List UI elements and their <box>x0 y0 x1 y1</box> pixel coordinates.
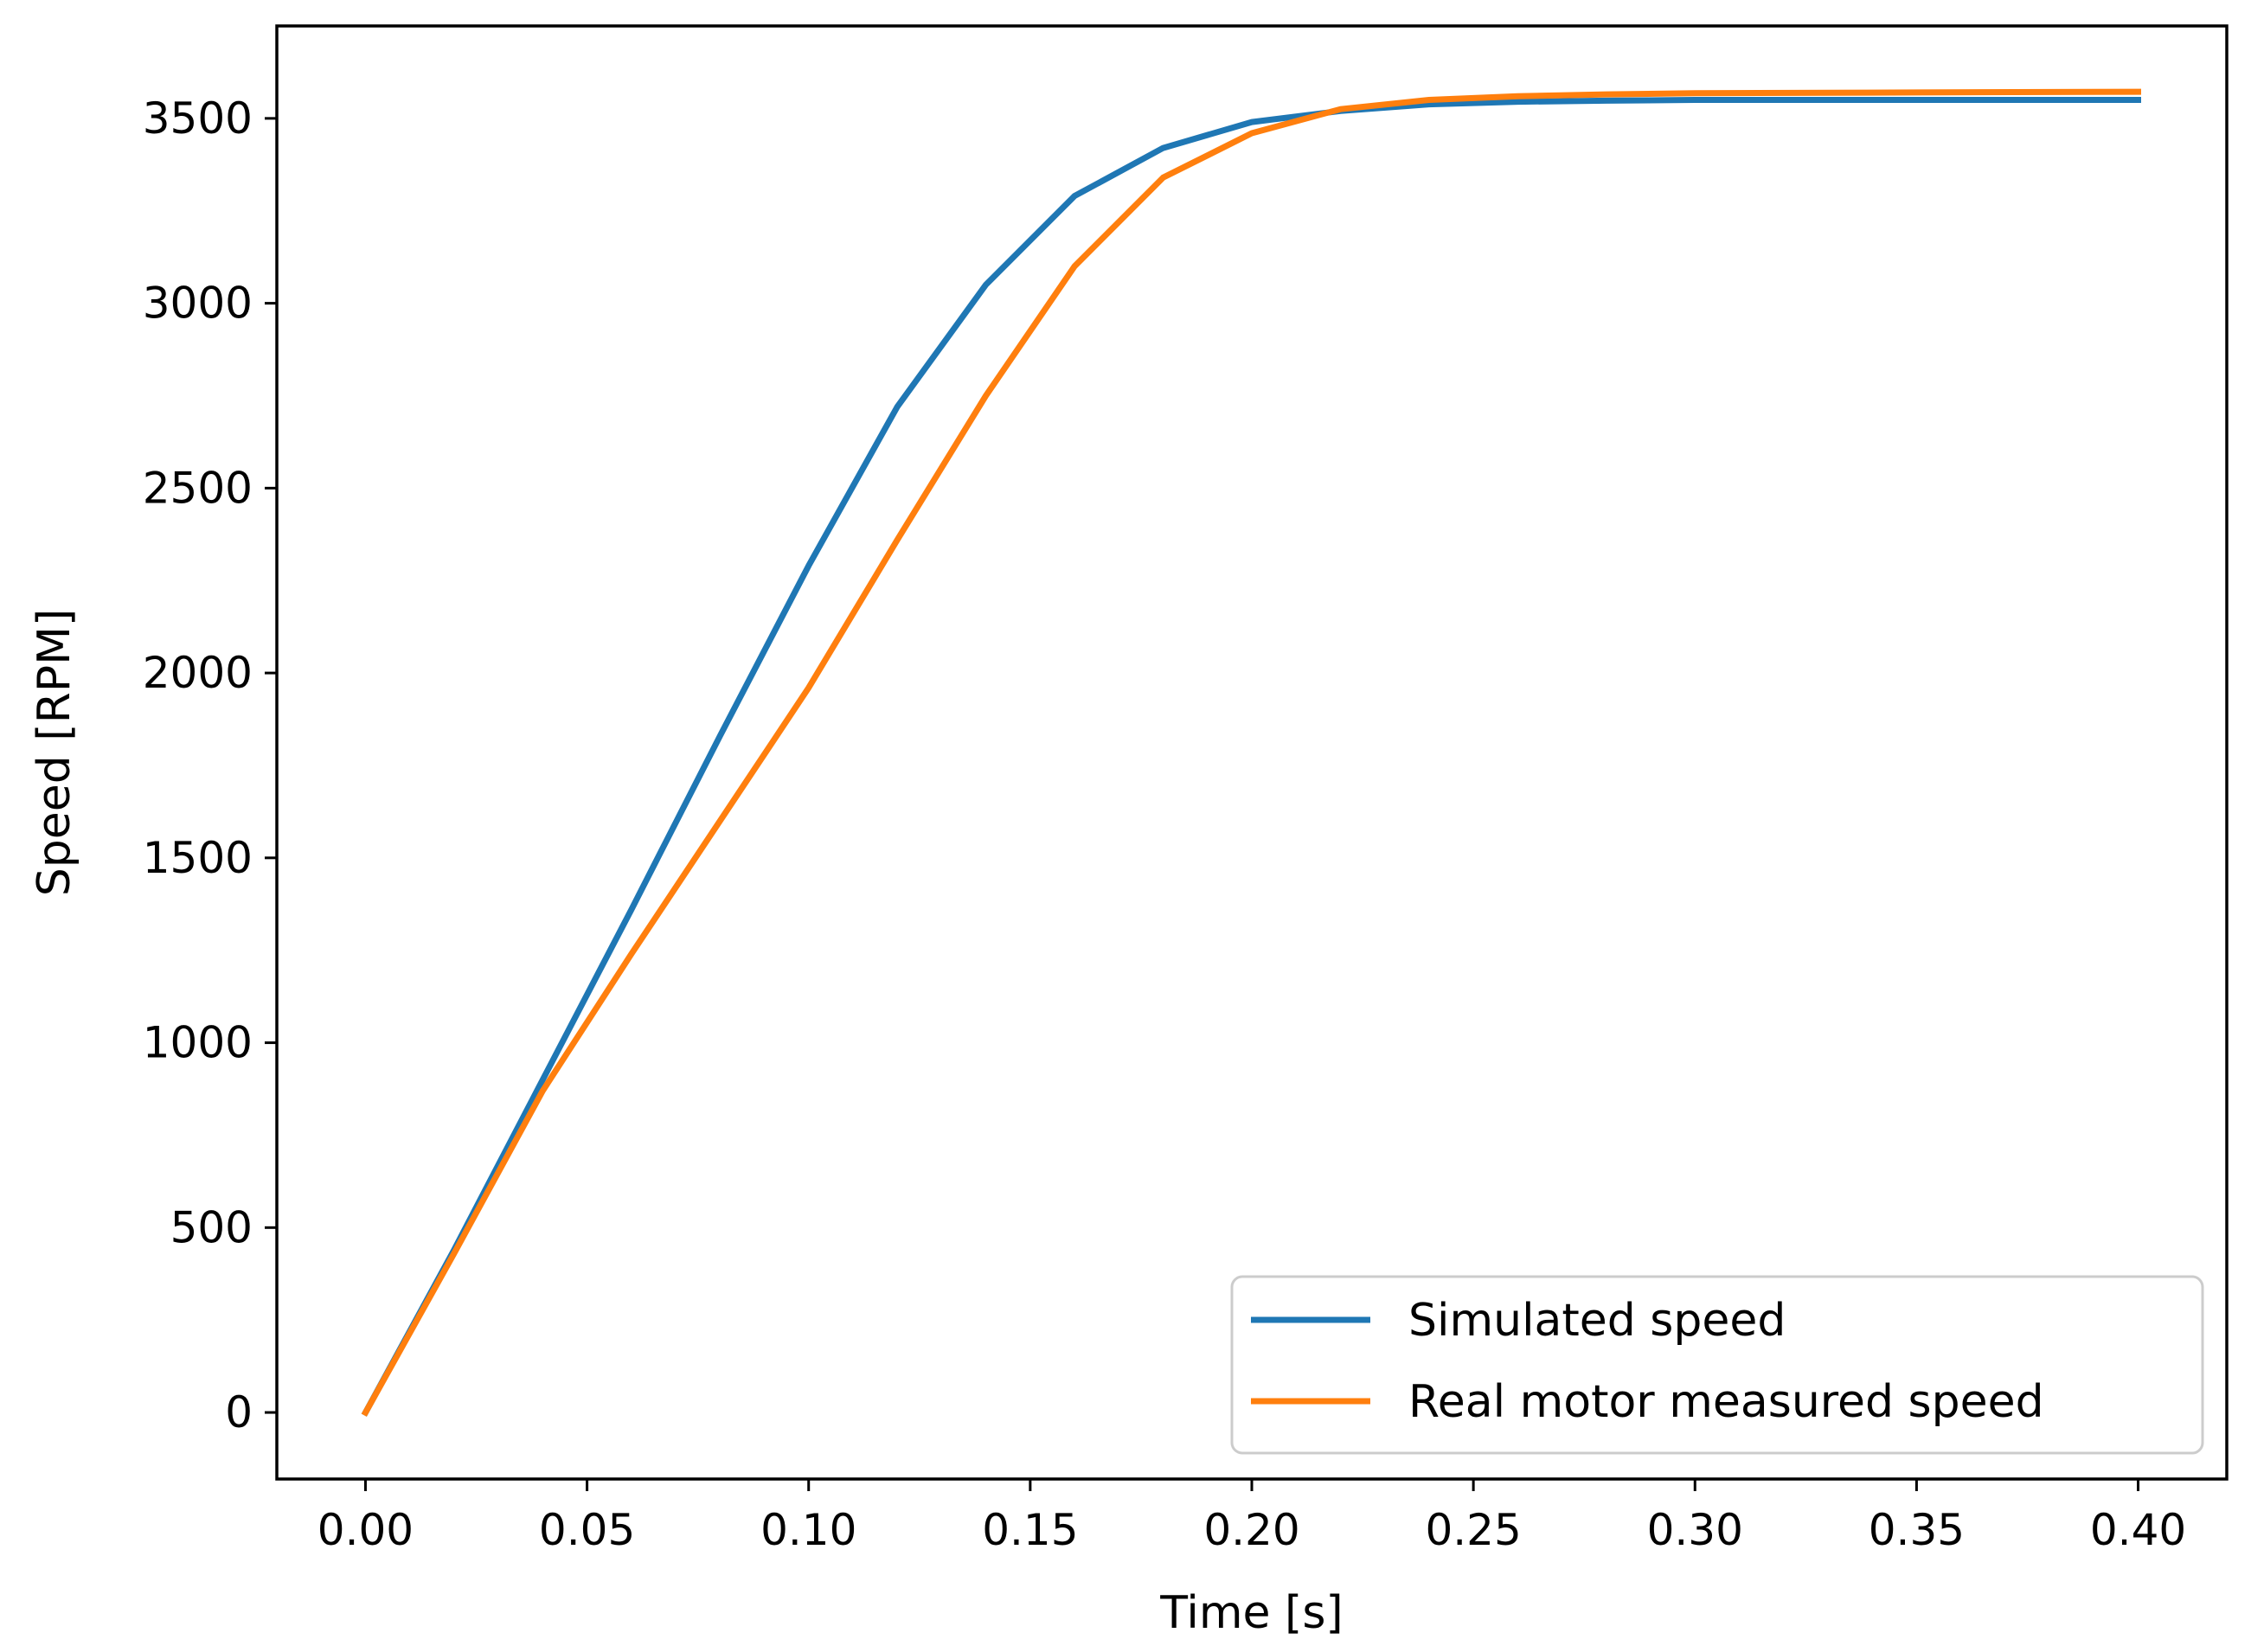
series-layer <box>361 88 2142 1417</box>
x-tick-label: 0.30 <box>1647 1505 1743 1555</box>
legend-label-simulated: Simulated speed <box>1408 1295 1786 1347</box>
y-axis-label: Speed [RPM] <box>29 609 80 896</box>
x-axis-label: Time [s] <box>1159 1587 1343 1639</box>
x-tick-label: 0.05 <box>539 1505 635 1555</box>
x-tick-label: 0.40 <box>2090 1505 2186 1555</box>
y-tick-label: 500 <box>170 1202 253 1252</box>
x-tick-label: 0.35 <box>1869 1505 1965 1555</box>
y-tick-label: 2000 <box>143 648 253 698</box>
y-axis-ticks: 0 500 1000 1500 2000 2500 3000 3500 <box>143 93 277 1437</box>
series-line-0 <box>361 97 2141 1417</box>
legend-box <box>1230 1275 2204 1455</box>
x-tick-label: 0.00 <box>317 1505 414 1555</box>
y-tick-label: 1500 <box>143 833 253 883</box>
legend-label-measured: Real motor measured speed <box>1408 1376 2044 1428</box>
y-tick-label: 0 <box>225 1387 253 1437</box>
x-tick-label: 0.25 <box>1425 1505 1521 1555</box>
x-tick-label: 0.20 <box>1203 1505 1299 1555</box>
y-tick-label: 1000 <box>143 1018 253 1068</box>
x-tick-label: 0.10 <box>760 1505 856 1555</box>
series-line-1 <box>361 88 2142 1417</box>
x-axis-ticks: 0.00 0.05 0.10 0.15 0.20 0.25 0.30 0.35 0.40 <box>317 1479 2186 1555</box>
legend: Simulated speed Real motor measured spee… <box>1230 1275 2204 1455</box>
y-tick-label: 3000 <box>143 279 253 329</box>
x-tick-label: 0.15 <box>982 1505 1078 1555</box>
y-tick-label: 3500 <box>143 93 253 144</box>
y-tick-label: 2500 <box>143 463 253 513</box>
